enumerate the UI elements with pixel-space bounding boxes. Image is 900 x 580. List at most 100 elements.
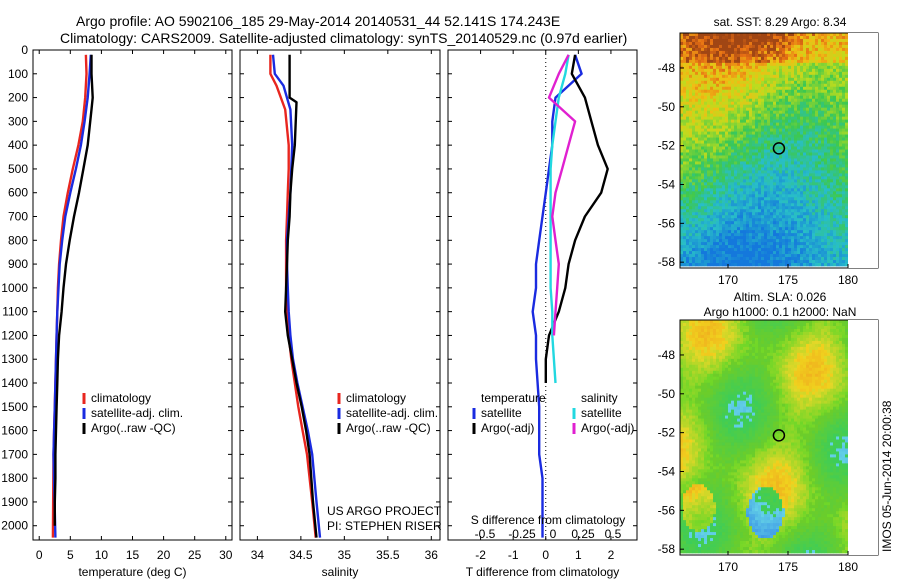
map-cell (746, 47, 750, 52)
map-cell (815, 230, 819, 234)
map-cell (686, 116, 690, 121)
map-cell (806, 131, 810, 135)
map-cell (716, 44, 720, 49)
map-cell (794, 227, 798, 231)
map-cell (737, 158, 741, 162)
map-cell (770, 242, 774, 246)
secondary-tick-label: 0.5 (605, 527, 622, 541)
map-cell (839, 200, 843, 204)
map-cell (680, 164, 684, 168)
map-cell (710, 74, 714, 79)
map-cell (749, 86, 753, 91)
map-cell (755, 176, 759, 180)
map-cell (821, 322, 825, 327)
map-cell (776, 200, 780, 204)
map-cell (707, 337, 711, 342)
map-cell (842, 170, 846, 174)
map-cell (704, 337, 708, 342)
map-cell (818, 158, 822, 162)
map-cell (836, 215, 840, 219)
map-cell (707, 149, 711, 153)
map-cell (710, 164, 714, 168)
map-cell (683, 206, 687, 210)
map-cell (686, 71, 690, 76)
map-cell (797, 137, 801, 141)
map-cell (791, 242, 795, 246)
map-cell (719, 95, 723, 100)
map-cell (704, 215, 708, 219)
map-cell (701, 131, 705, 135)
map-cell (803, 191, 807, 195)
map-cell (749, 131, 753, 135)
map-cell (761, 131, 765, 135)
map-cell (743, 104, 747, 109)
map-cell (719, 185, 723, 189)
map-cell (824, 62, 828, 67)
map-cell (821, 203, 825, 207)
map-cell (797, 233, 801, 237)
map-cell (680, 203, 684, 207)
map-cell (737, 62, 741, 67)
map-cell (755, 221, 759, 225)
map-cell (830, 242, 834, 246)
map-cell (752, 164, 756, 168)
map-cell (743, 125, 747, 129)
map-cell (764, 44, 768, 49)
map-cell (746, 322, 750, 327)
map-cell (743, 131, 747, 135)
map-cell (836, 236, 840, 240)
map-cell (731, 197, 735, 201)
map-cell (710, 182, 714, 186)
map-cell (749, 41, 753, 46)
map-cell (839, 59, 843, 64)
map-cell (782, 185, 786, 189)
map-cell (809, 155, 813, 159)
map-cell (761, 331, 765, 336)
map-cell (707, 53, 711, 58)
map-cell (842, 212, 846, 216)
map-cell (695, 143, 699, 147)
map-cell (791, 191, 795, 195)
map-cell (836, 116, 840, 121)
map-cell (719, 35, 723, 40)
map-cell (812, 92, 816, 97)
map-cell (722, 134, 726, 138)
map-cell (761, 50, 765, 55)
map-cell (767, 59, 771, 64)
map-cell (743, 221, 747, 225)
map-cell (797, 224, 801, 228)
map-cell (755, 80, 759, 85)
map-cell (731, 200, 735, 204)
map-cell (707, 62, 711, 67)
map-cell (701, 224, 705, 228)
map-cell (743, 257, 747, 261)
map-cell (842, 33, 846, 37)
map-cell (776, 119, 780, 124)
map-cell (809, 260, 813, 264)
depth-tick-label: 100 (8, 67, 28, 81)
map-cell (785, 200, 789, 204)
map-cell (842, 161, 846, 165)
map-cell (803, 239, 807, 243)
map-cell (761, 191, 765, 195)
map-cell (797, 334, 801, 339)
map-cell (773, 257, 777, 261)
map-cell (827, 188, 831, 192)
map-cell (695, 59, 699, 64)
map-cell (716, 176, 720, 180)
map-cell (758, 239, 762, 243)
map-cell (755, 182, 759, 186)
map-cell (758, 322, 762, 327)
map-cell (845, 218, 849, 222)
map-cell (833, 320, 837, 324)
map-cell (764, 77, 768, 82)
map-cell (731, 71, 735, 76)
map-cell (698, 236, 702, 240)
map-cell (779, 47, 783, 52)
map-cell (731, 203, 735, 207)
map-cell (713, 322, 717, 327)
map-cell (773, 203, 777, 207)
map-cell (764, 104, 768, 109)
map-cell (707, 155, 711, 159)
map-cell (824, 164, 828, 168)
